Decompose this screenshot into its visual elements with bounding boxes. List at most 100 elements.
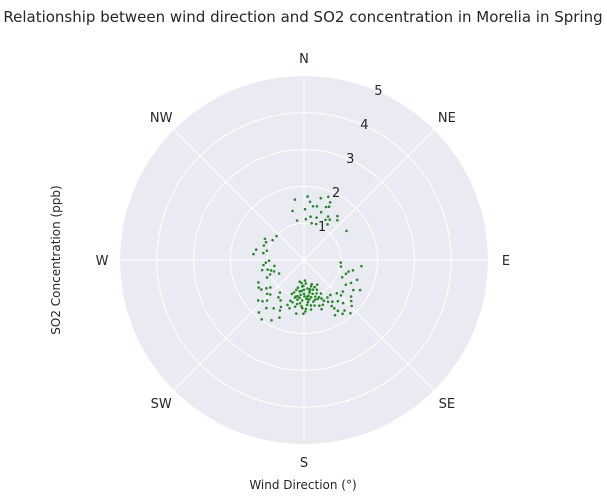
data-point xyxy=(304,307,308,311)
radial-tick-label-2: 2 xyxy=(332,186,340,201)
data-point xyxy=(291,300,294,304)
data-point xyxy=(303,279,307,282)
data-point xyxy=(309,215,312,219)
data-point xyxy=(257,311,261,314)
data-point xyxy=(305,295,309,298)
data-point xyxy=(321,303,325,307)
data-point xyxy=(316,297,319,301)
data-point xyxy=(264,240,268,244)
data-point xyxy=(302,288,306,292)
data-point xyxy=(302,312,305,316)
data-point xyxy=(339,261,343,264)
radial-tick-label-3: 3 xyxy=(346,152,354,167)
data-point xyxy=(277,296,280,299)
data-point xyxy=(324,218,327,222)
data-point xyxy=(349,281,353,285)
data-point xyxy=(267,259,271,263)
data-point xyxy=(298,301,302,305)
data-point xyxy=(309,295,313,299)
data-point xyxy=(311,205,315,208)
data-point xyxy=(296,298,299,301)
angular-gridline-nw xyxy=(173,129,305,261)
data-point xyxy=(309,285,313,288)
data-point xyxy=(310,282,314,286)
angular-gridline-sw xyxy=(173,259,305,391)
data-point xyxy=(275,234,278,238)
data-point xyxy=(331,300,334,304)
data-point xyxy=(329,293,332,297)
data-point xyxy=(336,214,339,218)
data-point xyxy=(343,309,346,312)
data-point xyxy=(298,296,302,299)
data-point xyxy=(296,286,300,289)
data-point xyxy=(330,304,333,308)
data-point xyxy=(305,297,308,301)
data-point xyxy=(298,290,301,293)
data-point xyxy=(318,304,321,307)
data-point xyxy=(300,281,303,285)
data-point xyxy=(308,289,311,293)
data-point xyxy=(313,298,317,302)
data-point xyxy=(304,310,307,313)
data-point xyxy=(311,288,315,291)
data-point xyxy=(303,295,306,298)
data-point xyxy=(333,313,337,317)
data-point xyxy=(349,311,352,315)
data-point xyxy=(309,304,313,307)
data-point xyxy=(339,294,343,297)
direction-label-e: E xyxy=(502,254,510,269)
data-point xyxy=(313,304,316,307)
data-point xyxy=(306,300,310,304)
data-point xyxy=(264,261,268,264)
data-point xyxy=(336,309,340,313)
data-point xyxy=(315,216,318,219)
data-point xyxy=(271,238,274,242)
data-point xyxy=(268,273,272,276)
data-point xyxy=(336,218,339,222)
y-axis-label: SO2 Concentration (ppb) xyxy=(49,185,63,334)
data-point xyxy=(294,295,297,298)
data-point xyxy=(289,299,292,303)
data-point xyxy=(304,217,308,221)
data-point xyxy=(308,200,312,204)
data-point xyxy=(257,281,260,284)
data-point xyxy=(349,295,353,298)
data-point xyxy=(263,237,267,241)
data-point xyxy=(302,292,306,296)
data-point xyxy=(326,215,330,218)
data-point xyxy=(349,299,353,303)
data-point xyxy=(320,307,323,311)
radial-tick-label-4: 4 xyxy=(360,118,368,133)
data-point xyxy=(307,298,310,301)
data-point xyxy=(305,303,309,307)
data-point xyxy=(270,318,273,322)
data-point xyxy=(278,291,282,294)
data-point xyxy=(272,270,276,273)
data-point xyxy=(314,222,318,226)
data-point xyxy=(344,272,348,276)
data-point xyxy=(344,283,348,286)
data-point xyxy=(351,269,355,272)
data-point xyxy=(262,244,266,247)
direction-label-n: N xyxy=(299,52,309,67)
data-point xyxy=(322,299,326,303)
data-point xyxy=(279,299,282,302)
direction-label-sw: SW xyxy=(151,397,172,412)
data-point xyxy=(292,291,296,294)
data-point xyxy=(310,221,313,225)
data-point xyxy=(265,287,268,290)
data-point xyxy=(315,205,319,208)
data-point xyxy=(319,292,323,295)
data-point xyxy=(294,288,298,292)
data-point xyxy=(273,264,276,268)
data-point xyxy=(315,292,318,295)
data-point xyxy=(341,290,345,293)
data-point xyxy=(347,270,350,273)
data-point xyxy=(265,292,269,296)
data-point xyxy=(306,195,309,198)
data-point xyxy=(265,299,269,302)
data-point xyxy=(333,307,336,310)
data-point xyxy=(326,300,330,304)
data-point xyxy=(260,268,264,272)
data-point xyxy=(326,223,329,226)
